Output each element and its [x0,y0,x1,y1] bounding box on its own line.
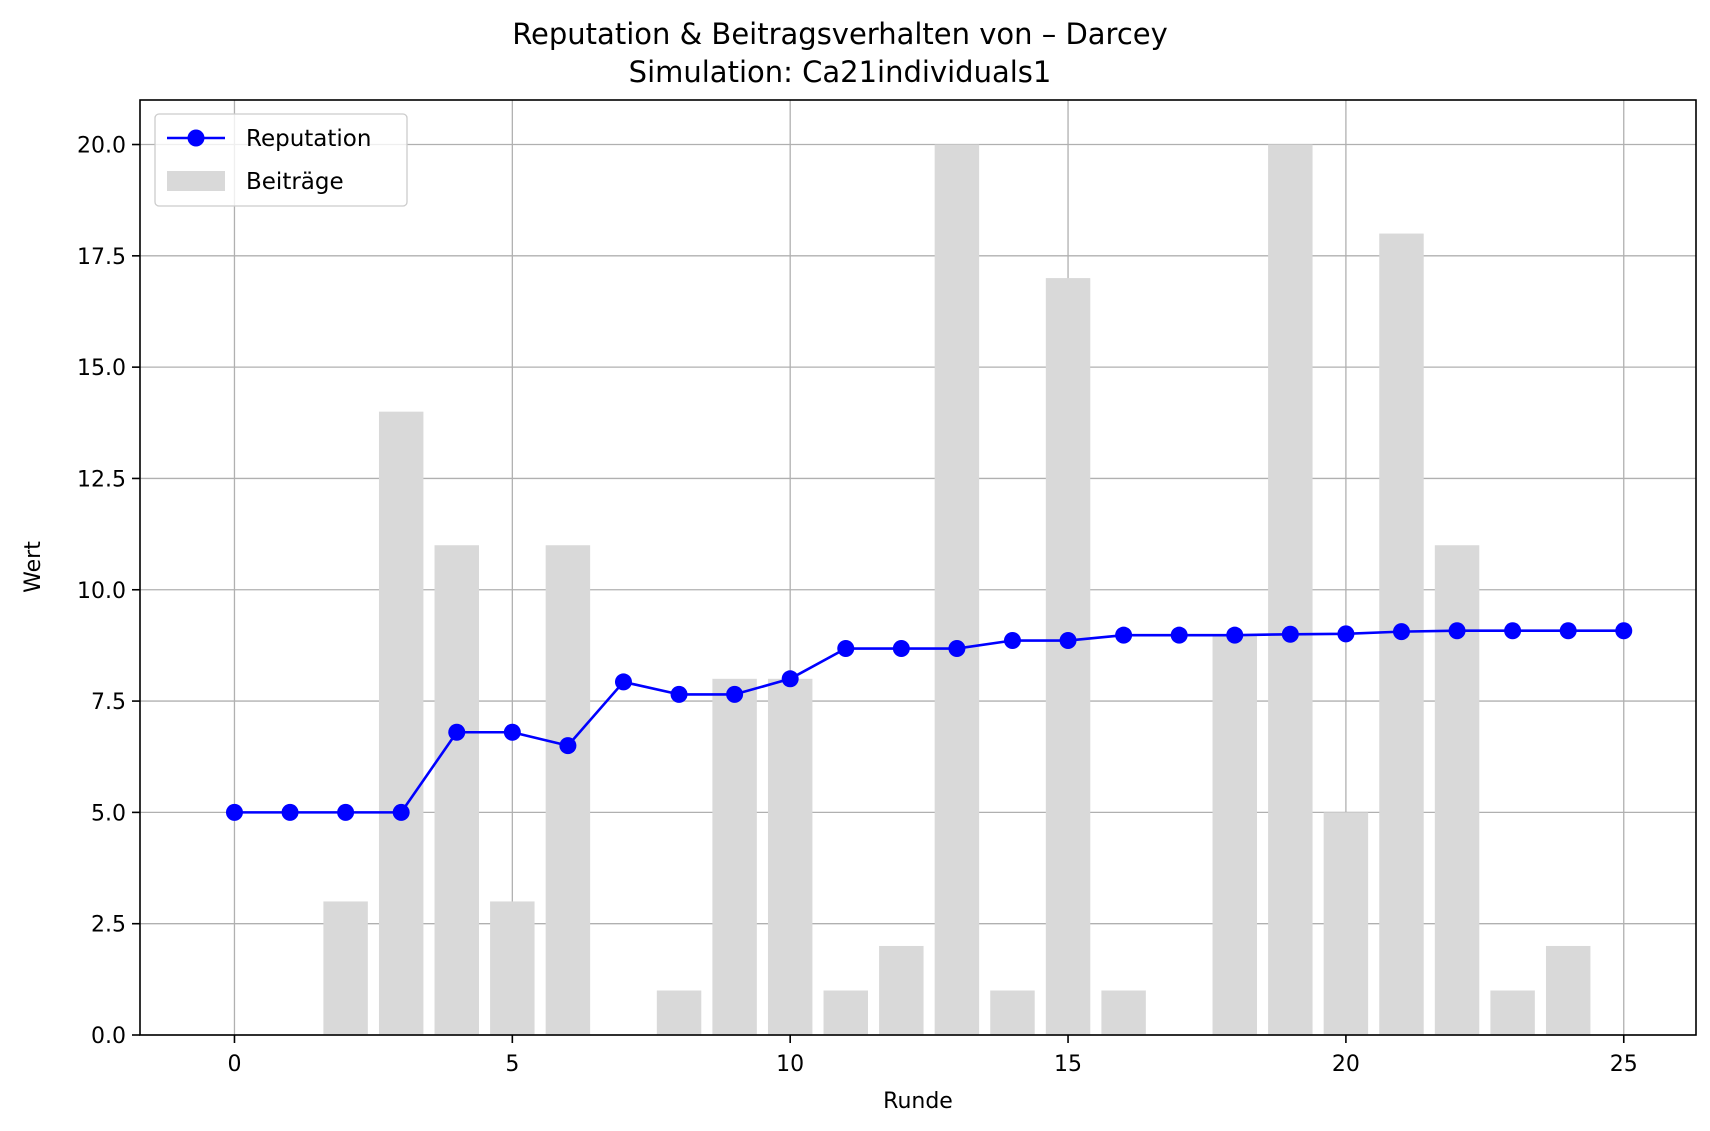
bar-beitraege [1490,990,1535,1035]
point-reputation [1504,622,1522,640]
bar-beitraege [990,990,1035,1035]
point-reputation [1003,632,1021,650]
point-reputation [1281,625,1299,643]
bar-beitraege [323,901,368,1035]
x-tick-label: 25 [1610,1052,1638,1077]
point-reputation [337,803,355,821]
bar-beitraege [656,990,702,1035]
plot-frame [139,99,1697,1036]
point-reputation [892,640,910,658]
point-reputation [1337,625,1355,643]
x-tick-label: 0 [227,1052,241,1077]
x-axis-label: Runde [883,1089,953,1114]
y-axis-label: Wert [21,541,46,593]
y-tick-label: 12.5 [77,467,126,492]
bar-beitraege [1212,634,1257,1035]
line-reputation [234,629,1624,814]
y-tick-label: 17.5 [77,245,126,270]
line-series [225,622,1633,821]
bar-beitraege [1045,278,1091,1036]
legend-label-reputation: Reputation [246,126,371,152]
point-reputation [1392,623,1410,641]
axis-ticks: 0 5 10 15 20 25 0.0 2.5 5.0 7.5 10.0 12.5 15.0 17.5 20… [77,134,1638,1077]
point-reputation [1615,622,1633,640]
point-reputation [781,670,799,688]
point-reputation [448,723,466,741]
y-tick-label: 5.0 [91,801,126,826]
bar-beitraege [378,411,424,1036]
y-tick-label: 7.5 [91,690,126,715]
point-reputation [837,640,855,658]
legend-label-beitraege: Beiträge [246,169,344,195]
point-reputation [1226,626,1244,644]
point-reputation [392,803,410,821]
bar-beitraege [1268,144,1313,1035]
point-reputation [670,685,688,703]
y-tick-label: 20.0 [77,134,126,159]
point-reputation [503,723,521,741]
bar-beitraege [1323,812,1369,1035]
bar-beitraege [545,545,591,1035]
chart-title: Reputation & Beitragsverhalten von – Dar… [512,17,1168,51]
bar-beitraege [1101,990,1146,1035]
point-reputation [948,640,966,658]
x-tick-label: 5 [505,1052,519,1077]
bar-beitraege [712,678,757,1035]
legend: Reputation Beiträge [154,113,408,207]
y-tick-label: 15.0 [77,356,126,381]
point-reputation [225,803,243,821]
point-reputation [281,803,299,821]
bar-beitraege [823,990,868,1035]
point-reputation [726,685,744,703]
point-reputation [1059,632,1077,650]
point-reputation [1115,626,1133,644]
bar-beitraege [879,945,924,1035]
bar-beitraege [1434,545,1480,1035]
chart-subtitle: Simulation: Ca21individuals1 [629,55,1052,89]
point-reputation [614,673,632,691]
point-reputation [559,737,577,755]
legend-marker-swatch [187,129,205,147]
bar-beitraege [490,901,535,1035]
point-reputation [1170,626,1188,644]
x-tick-label: 20 [1332,1052,1360,1077]
y-tick-label: 10.0 [77,579,126,604]
x-tick-label: 15 [1054,1052,1082,1077]
x-tick-label: 10 [776,1052,804,1077]
y-tick-label: 0.0 [91,1024,126,1049]
bar-beitraege [434,545,479,1035]
legend-bar-swatch [167,171,225,191]
y-tick-label: 2.5 [91,913,126,938]
point-reputation [1559,622,1577,640]
bar-beitraege [767,678,813,1035]
bar-beitraege [934,144,980,1035]
bar-beitraege [1545,945,1591,1035]
point-reputation [1448,622,1466,640]
